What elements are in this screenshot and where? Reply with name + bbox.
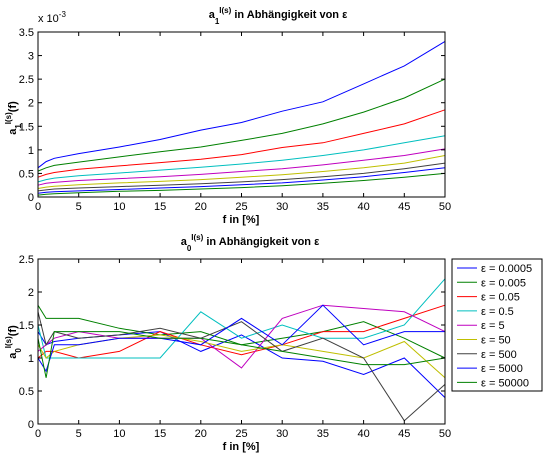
bottom-y-tick-label: 1.5 xyxy=(19,320,34,332)
top-series-line-3 xyxy=(37,109,446,178)
top-x-tick-label: 5 xyxy=(76,201,82,213)
top-series-line-5 xyxy=(37,148,446,186)
bottom-series-line-8 xyxy=(37,304,445,373)
top-series-line-6 xyxy=(37,155,446,189)
top-y-tick-label: 0 xyxy=(28,192,34,204)
top-y-tick-label: 1.5 xyxy=(19,121,34,133)
top-y-tick-label: 3 xyxy=(28,51,34,63)
bottom-x-tick-label: 20 xyxy=(195,428,207,440)
legend-entry-label: ε = 0.005 xyxy=(481,277,526,289)
legend-entry-label: ε = 5 xyxy=(481,320,505,332)
top-series-line-7 xyxy=(37,162,446,192)
bottom-chart: a0I(s) in Abhängigkeit von ε a0I(s)(f) f… xyxy=(4,233,451,453)
top-x-tick-label: 10 xyxy=(113,201,125,213)
top-chart: a1I(s) in Abhängigkeit von ε x 10-3 a1I(… xyxy=(4,6,451,226)
top-x-tick-label: 45 xyxy=(398,201,410,213)
legend-entry-label: ε = 5000 xyxy=(481,363,523,375)
bottom-x-tick-label: 15 xyxy=(154,428,166,440)
bottom-y-tick-label: 2.5 xyxy=(19,254,34,266)
top-y-tick-label: 0.5 xyxy=(19,168,34,180)
bottom-axes: 0 5 10 15 20 25 30 35 40 45 50 0 0.5 1 1.5 2 2.5 xyxy=(19,254,451,440)
bottom-y-tick-label: 0 xyxy=(28,419,34,431)
bottom-x-tick-label: 5 xyxy=(76,428,82,440)
top-plot-frame xyxy=(37,31,446,198)
top-y-tick-label: 2 xyxy=(28,98,34,110)
bottom-series-line-2 xyxy=(37,304,446,359)
bottom-x-tick-label: 10 xyxy=(113,428,125,440)
top-x-tick-label: 0 xyxy=(35,201,41,213)
legend-entry-label: ε = 0.0005 xyxy=(481,263,532,275)
top-series-line-4 xyxy=(37,135,446,183)
bottom-x-tick-label: 25 xyxy=(235,428,247,440)
top-series-line-8 xyxy=(37,167,446,194)
top-x-tick-label: 20 xyxy=(195,201,207,213)
bottom-y-axis-label: a0I(s)(f) xyxy=(4,325,23,359)
top-x-tick-label: 25 xyxy=(235,201,247,213)
legend-entry-label: ε = 50000 xyxy=(481,377,529,389)
bottom-series-line-4 xyxy=(37,278,446,359)
top-x-tick-label: 50 xyxy=(439,201,451,213)
bottom-x-axis-label: f in [%] xyxy=(223,441,260,453)
bottom-x-tick-label: 30 xyxy=(276,428,288,440)
top-axes: 0 5 10 15 20 25 30 35 40 45 50 0 0.5 1 1.5 2 2.5 3 3.5 xyxy=(19,27,451,213)
legend: ε = 0.0005 ε = 0.005 ε = 0.05 ε = 0.5 ε = 5 ε… xyxy=(451,258,543,392)
bottom-y-tick-label: 1 xyxy=(28,353,34,365)
top-x-axis-label: f in [%] xyxy=(223,214,260,226)
top-series-line-2 xyxy=(37,78,446,172)
top-x-tick-label: 35 xyxy=(317,201,329,213)
bottom-x-tick-label: 50 xyxy=(439,428,451,440)
bottom-x-tick-label: 35 xyxy=(317,428,329,440)
top-y-tick-label: 1 xyxy=(28,145,34,157)
legend-entry-label: ε = 0.5 xyxy=(481,306,514,318)
top-series-group xyxy=(37,40,446,196)
bottom-x-tick-label: 45 xyxy=(398,428,410,440)
top-y-tick-label: 3.5 xyxy=(19,27,34,39)
top-x-tick-label: 40 xyxy=(357,201,369,213)
bottom-series-line-9 xyxy=(37,331,446,378)
top-y-tick-label: 2.5 xyxy=(19,74,34,86)
bottom-y-tick-label: 0.5 xyxy=(19,386,34,398)
top-series-line-9 xyxy=(37,172,446,196)
top-y-axis-label: a1I(s)(f) xyxy=(4,101,23,135)
legend-entry-label: ε = 0.05 xyxy=(481,292,520,304)
top-chart-title: a1I(s) in Abhängigkeit von ε xyxy=(209,6,348,26)
bottom-y-tick-label: 2 xyxy=(28,287,34,299)
top-x-tick-label: 30 xyxy=(276,201,288,213)
legend-items: ε = 0.0005 ε = 0.005 ε = 0.05 ε = 0.5 ε = 5 ε… xyxy=(457,263,532,389)
bottom-x-tick-label: 40 xyxy=(357,428,369,440)
bottom-series-line-1 xyxy=(37,331,446,398)
top-exponent-label: x 10-3 xyxy=(38,10,66,25)
legend-entry-label: ε = 50 xyxy=(481,335,511,347)
bottom-x-tick-label: 0 xyxy=(35,428,41,440)
top-series-line-1 xyxy=(37,40,446,169)
bottom-chart-title: a0I(s) in Abhängigkeit von ε xyxy=(181,233,320,253)
top-x-tick-label: 15 xyxy=(154,201,166,213)
legend-entry-label: ε = 500 xyxy=(481,349,517,361)
bottom-series-group xyxy=(37,278,446,422)
